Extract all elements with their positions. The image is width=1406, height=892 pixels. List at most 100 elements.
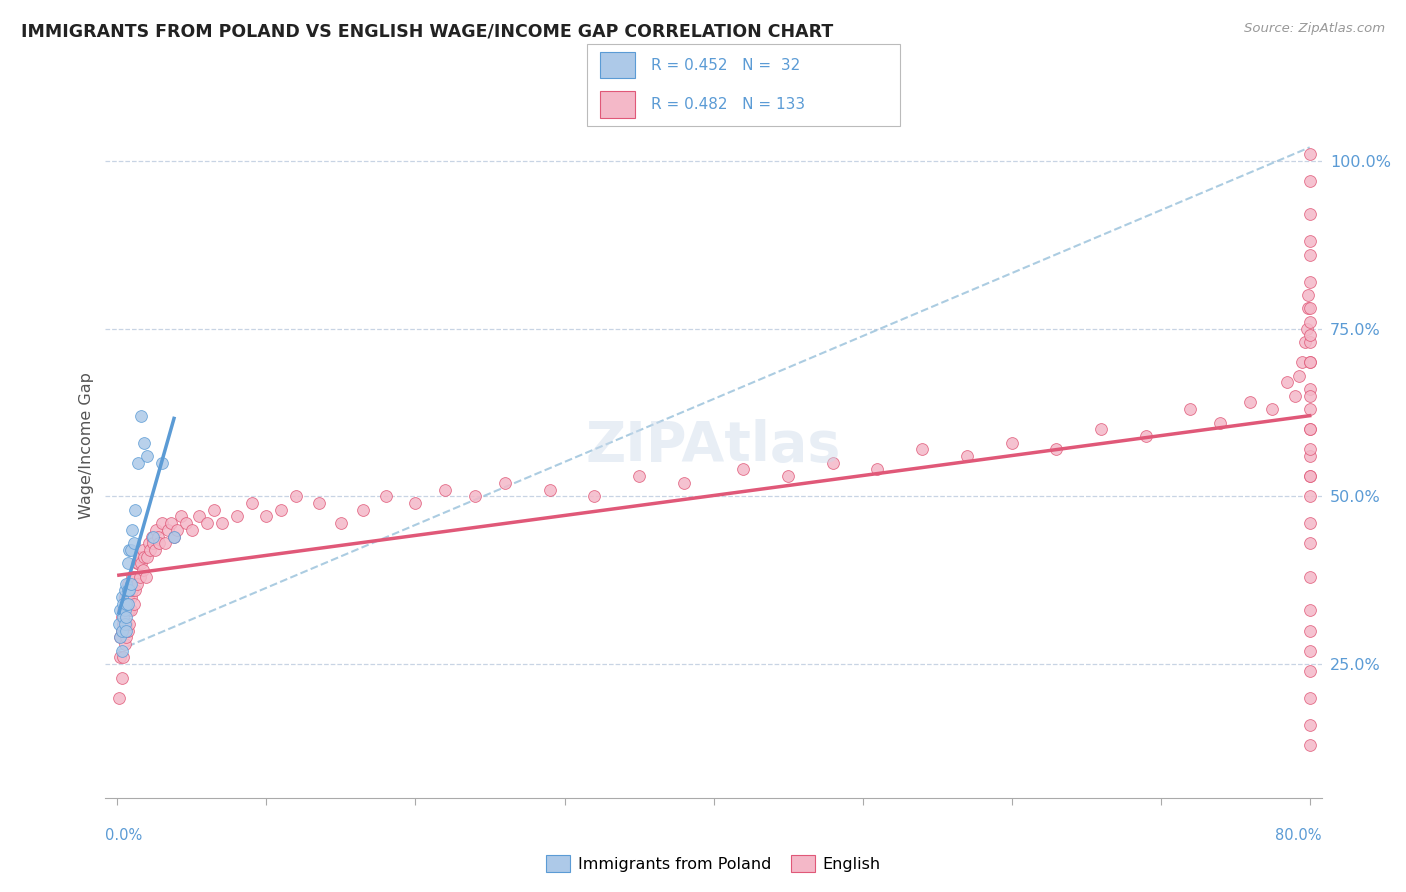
Point xyxy=(132,563,155,577)
Point xyxy=(1299,355,1322,369)
Point xyxy=(1299,315,1322,329)
Point xyxy=(111,624,134,638)
Point xyxy=(114,583,136,598)
Text: ZIPAtlas: ZIPAtlas xyxy=(586,419,841,473)
Point xyxy=(115,576,138,591)
Point xyxy=(538,483,561,497)
Point xyxy=(108,616,131,631)
Point xyxy=(195,516,218,531)
Point xyxy=(115,630,138,644)
Point xyxy=(1296,288,1319,302)
Point xyxy=(1299,389,1322,403)
Point xyxy=(132,543,155,558)
Point xyxy=(135,570,157,584)
Point xyxy=(117,603,139,617)
FancyBboxPatch shape xyxy=(586,44,900,126)
Point xyxy=(120,590,142,604)
Point xyxy=(120,576,142,591)
Point xyxy=(118,583,141,598)
Point xyxy=(110,630,132,644)
Point xyxy=(114,603,136,617)
Point xyxy=(494,475,516,490)
Point xyxy=(122,597,145,611)
Point xyxy=(163,530,186,544)
Point xyxy=(211,516,233,531)
Point xyxy=(1209,416,1232,430)
Point xyxy=(1299,207,1322,221)
Point xyxy=(111,610,134,624)
Point xyxy=(1299,717,1322,731)
Point xyxy=(122,570,145,584)
Point xyxy=(143,543,166,558)
Point xyxy=(114,616,136,631)
Point xyxy=(117,597,139,611)
Point xyxy=(188,509,211,524)
Point xyxy=(160,516,183,531)
Point xyxy=(121,583,143,598)
Point xyxy=(111,671,134,685)
Point xyxy=(1299,355,1322,369)
Point xyxy=(240,496,263,510)
Point xyxy=(1294,334,1316,349)
Point xyxy=(129,557,152,571)
Point xyxy=(1299,738,1322,752)
Point xyxy=(1299,147,1322,161)
Point xyxy=(866,462,889,476)
Point xyxy=(115,610,138,624)
Point xyxy=(117,557,139,571)
Point xyxy=(1299,328,1322,343)
Point xyxy=(1299,442,1322,457)
Point xyxy=(180,523,202,537)
Point xyxy=(118,543,141,558)
Point xyxy=(1299,235,1322,249)
Point xyxy=(141,530,163,544)
Bar xyxy=(599,52,636,78)
Point xyxy=(1299,275,1322,289)
Point xyxy=(1299,516,1322,531)
Point xyxy=(115,597,138,611)
Point xyxy=(1299,570,1322,584)
Point xyxy=(1296,301,1319,316)
Text: IMMIGRANTS FROM POLAND VS ENGLISH WAGE/INCOME GAP CORRELATION CHART: IMMIGRANTS FROM POLAND VS ENGLISH WAGE/I… xyxy=(21,22,834,40)
Point xyxy=(112,650,135,665)
Point xyxy=(1299,422,1322,436)
Point xyxy=(1001,435,1024,450)
Point xyxy=(1299,489,1322,503)
Point xyxy=(1090,422,1112,436)
Point xyxy=(114,637,136,651)
Text: Source: ZipAtlas.com: Source: ZipAtlas.com xyxy=(1244,22,1385,36)
Point xyxy=(117,576,139,591)
Point xyxy=(1045,442,1067,457)
Point xyxy=(1299,422,1322,436)
Point xyxy=(136,549,159,564)
Point xyxy=(112,610,135,624)
Point xyxy=(134,435,156,450)
Point xyxy=(1299,603,1322,617)
Point xyxy=(1299,402,1322,417)
Point xyxy=(114,590,136,604)
Point xyxy=(115,624,138,638)
Point xyxy=(225,509,247,524)
Point xyxy=(111,624,134,638)
Point xyxy=(146,530,169,544)
Text: R = 0.452   N =  32: R = 0.452 N = 32 xyxy=(651,58,800,72)
Point xyxy=(124,502,146,516)
Point xyxy=(117,590,139,604)
Point xyxy=(127,557,149,571)
Point xyxy=(148,536,170,550)
Point xyxy=(163,530,186,544)
Point xyxy=(138,536,160,550)
Y-axis label: Wage/Income Gap: Wage/Income Gap xyxy=(79,373,94,519)
Point xyxy=(285,489,308,503)
Point xyxy=(1299,334,1322,349)
Point xyxy=(118,583,141,598)
Point xyxy=(1299,664,1322,678)
Point xyxy=(128,570,150,584)
Point xyxy=(821,456,844,470)
Point xyxy=(1299,174,1322,188)
Point xyxy=(150,456,173,470)
Point xyxy=(583,489,606,503)
Point xyxy=(114,624,136,638)
Point xyxy=(174,516,197,531)
Point xyxy=(1299,449,1322,463)
